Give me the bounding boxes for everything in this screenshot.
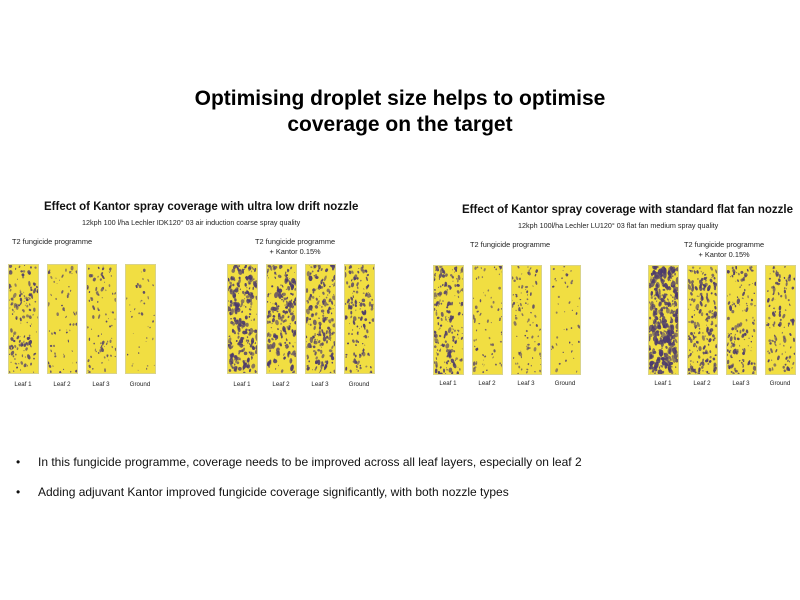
strip-label: Ground xyxy=(348,381,370,388)
droplet-pattern xyxy=(126,268,155,371)
strip-label: Ground xyxy=(554,380,576,387)
droplet-pattern xyxy=(267,265,296,373)
leaf-strip xyxy=(726,265,757,375)
droplet-pattern xyxy=(434,266,463,374)
bullet-item: • In this fungicide programme, coverage … xyxy=(16,455,786,470)
strip-label: Ground xyxy=(129,381,151,388)
leaf-strip xyxy=(765,265,796,375)
group-label-text: T2 fungicide programme xyxy=(12,237,93,246)
bullet-symbol: • xyxy=(16,485,21,499)
leaf-strip xyxy=(266,264,297,374)
droplet-pattern xyxy=(9,265,38,373)
bullet-text: In this fungicide programme, coverage ne… xyxy=(38,455,582,469)
leaf-strip xyxy=(305,264,336,374)
bullet-text: Adding adjuvant Kantor improved fungicid… xyxy=(38,485,509,499)
strip-label: Leaf 3 xyxy=(517,380,535,387)
leaf-strip xyxy=(687,265,718,375)
leaf-strip xyxy=(648,265,679,375)
slide-title-line-1: Optimising droplet size helps to optimis… xyxy=(194,87,606,110)
strip-label: Leaf 1 xyxy=(233,381,251,388)
group-label-kantor: + Kantor 0.15% xyxy=(269,247,321,256)
panel-title: Effect of Kantor spray coverage with ult… xyxy=(44,201,359,213)
strip-label: Leaf 2 xyxy=(478,380,496,387)
strip-label: Ground xyxy=(769,380,791,387)
group-label-text: T2 fungicide programme xyxy=(255,237,336,246)
droplet-pattern xyxy=(87,265,116,373)
group-label-text: T2 fungicide programme xyxy=(684,240,765,249)
leaf-strip xyxy=(227,264,258,374)
droplet-pattern xyxy=(766,266,795,373)
droplet-pattern xyxy=(473,266,502,374)
strip-label: Leaf 3 xyxy=(92,381,110,388)
strip-label: Leaf 2 xyxy=(53,381,71,388)
leaf-strip xyxy=(344,264,375,374)
bullet-list: • In this fungicide programme, coverage … xyxy=(16,455,786,515)
droplet-pattern xyxy=(48,265,77,373)
group-label: T2 fungicide programme + Kantor 0.15% xyxy=(684,240,764,260)
strip-label: Leaf 2 xyxy=(693,380,711,387)
group-label-kantor: + Kantor 0.15% xyxy=(698,250,750,259)
leaf-strip xyxy=(47,264,78,374)
leaf-strip xyxy=(511,265,542,375)
strip-label: Leaf 3 xyxy=(311,381,329,388)
leaf-strip xyxy=(550,265,581,375)
strip-label: Leaf 1 xyxy=(654,380,672,387)
strip-label: Leaf 2 xyxy=(272,381,290,388)
bullet-symbol: • xyxy=(16,455,21,469)
panel-title: Effect of Kantor spray coverage with sta… xyxy=(462,204,794,216)
leaf-strip xyxy=(472,265,503,375)
group-label-text: T2 fungicide programme xyxy=(470,240,551,249)
droplet-pattern xyxy=(688,266,717,374)
group-label: T2 fungicide programme xyxy=(12,237,92,247)
panel-subtitle: 12kph 100 l/ha Lechler IDK120° 03 air in… xyxy=(82,218,301,227)
bullet-item: • Adding adjuvant Kantor improved fungic… xyxy=(16,485,786,500)
slide-title: Optimising droplet size helps to optimis… xyxy=(0,86,800,138)
slide-title-line-2: coverage on the target xyxy=(287,113,513,136)
panel-subtitle: 12kph 100l/ha Lechler LU120° 03 flat fan… xyxy=(518,221,719,230)
droplet-pattern xyxy=(512,266,541,374)
strip-label: Leaf 3 xyxy=(732,380,750,387)
droplet-pattern xyxy=(727,266,756,374)
droplet-pattern xyxy=(306,265,335,373)
droplet-pattern xyxy=(649,266,678,374)
droplet-pattern xyxy=(551,266,580,373)
leaf-strip xyxy=(125,264,156,374)
strip-label: Leaf 1 xyxy=(439,380,457,387)
leaf-strip xyxy=(433,265,464,375)
droplet-pattern xyxy=(345,265,374,373)
group-label: T2 fungicide programme xyxy=(470,240,550,250)
leaf-strip xyxy=(8,264,39,374)
strip-label: Leaf 1 xyxy=(14,381,32,388)
droplet-pattern xyxy=(228,265,257,373)
leaf-strip xyxy=(86,264,117,374)
group-label: T2 fungicide programme + Kantor 0.15% xyxy=(255,237,335,257)
